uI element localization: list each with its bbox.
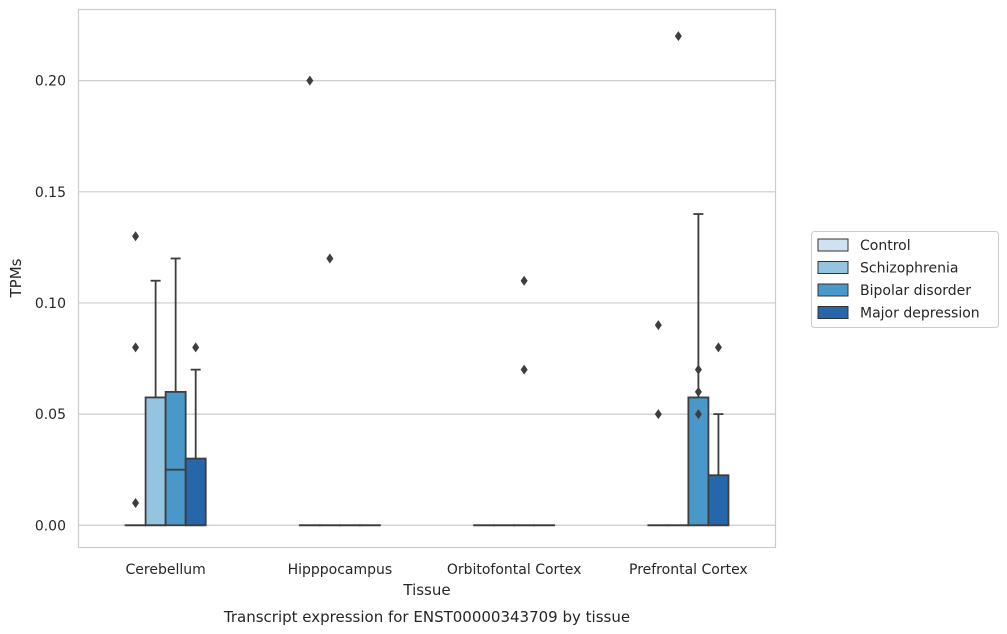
- legend-label: Control: [860, 238, 911, 254]
- x-tick-label: Orbitofontal Cortex: [447, 562, 582, 578]
- outlier-point: [674, 31, 682, 42]
- box: [164, 257, 187, 527]
- x-axis-label: Tissue: [402, 581, 450, 599]
- x-tick-labels: Cerebellum Hipppocampus Orbitofontal Corte…: [126, 562, 748, 578]
- legend-item: Major depression: [817, 306, 980, 322]
- legend-label: Bipolar disorder: [860, 283, 971, 299]
- outlier-point: [694, 409, 702, 420]
- outlier-point: [694, 364, 702, 375]
- y-tick-label: 0.15: [35, 185, 66, 201]
- outlier-point: [132, 498, 140, 509]
- outlier-point: [520, 364, 528, 375]
- series-schizophrenia: [144, 31, 690, 527]
- legend-swatch: [817, 283, 849, 297]
- outlier-point: [192, 342, 200, 353]
- legend-label: Major depression: [860, 306, 980, 322]
- x-tick-label: Prefrontal Cortex: [629, 562, 748, 578]
- legend-label: Schizophrenia: [860, 261, 958, 277]
- box: [184, 342, 207, 527]
- box-body: [184, 457, 207, 527]
- x-tick-label: Hipppocampus: [288, 562, 393, 578]
- outlier-point: [714, 342, 722, 353]
- legend: Control Schizophrenia Bipolar disorder Majo…: [811, 231, 999, 328]
- outlier-point: [306, 75, 314, 86]
- legend-swatch: [817, 261, 849, 274]
- box: [318, 253, 341, 527]
- box-body: [707, 474, 730, 527]
- y-tick-label: 0.20: [35, 74, 66, 90]
- x-tick-label: Cerebellum: [126, 562, 206, 578]
- y-tick-labels: 0.00 0.05 0.10 0.15 0.20: [35, 74, 66, 535]
- outlier-point: [520, 275, 528, 286]
- outlier-point: [694, 386, 702, 397]
- legend-item: Schizophrenia: [817, 261, 958, 277]
- legend-frame: [811, 231, 999, 328]
- outlier-point: [132, 342, 140, 353]
- box: [707, 342, 730, 527]
- outlier-point: [654, 320, 662, 331]
- y-tick-label: 0.10: [35, 296, 66, 312]
- legend-item: Control: [817, 238, 911, 254]
- box: [144, 279, 167, 527]
- y-axis-label: TPMs: [7, 258, 25, 298]
- series-bipolar-disorder: [164, 213, 710, 527]
- outlier-point: [326, 253, 334, 264]
- outlier-point: [132, 231, 140, 242]
- y-tick-label: 0.05: [35, 407, 66, 423]
- legend-swatch: [817, 306, 849, 319]
- chart-caption: Transcript expression for ENST0000034370…: [223, 608, 630, 626]
- box: [687, 213, 710, 527]
- legend-swatch: [817, 238, 849, 252]
- box-body: [164, 390, 187, 527]
- box-body: [144, 396, 167, 527]
- outlier-point: [654, 409, 662, 420]
- legend-item: Bipolar disorder: [817, 283, 971, 299]
- y-tick-label: 0.00: [35, 518, 66, 534]
- box-series: [124, 31, 730, 527]
- series-control: [124, 75, 670, 527]
- series-major-depression: [184, 342, 730, 527]
